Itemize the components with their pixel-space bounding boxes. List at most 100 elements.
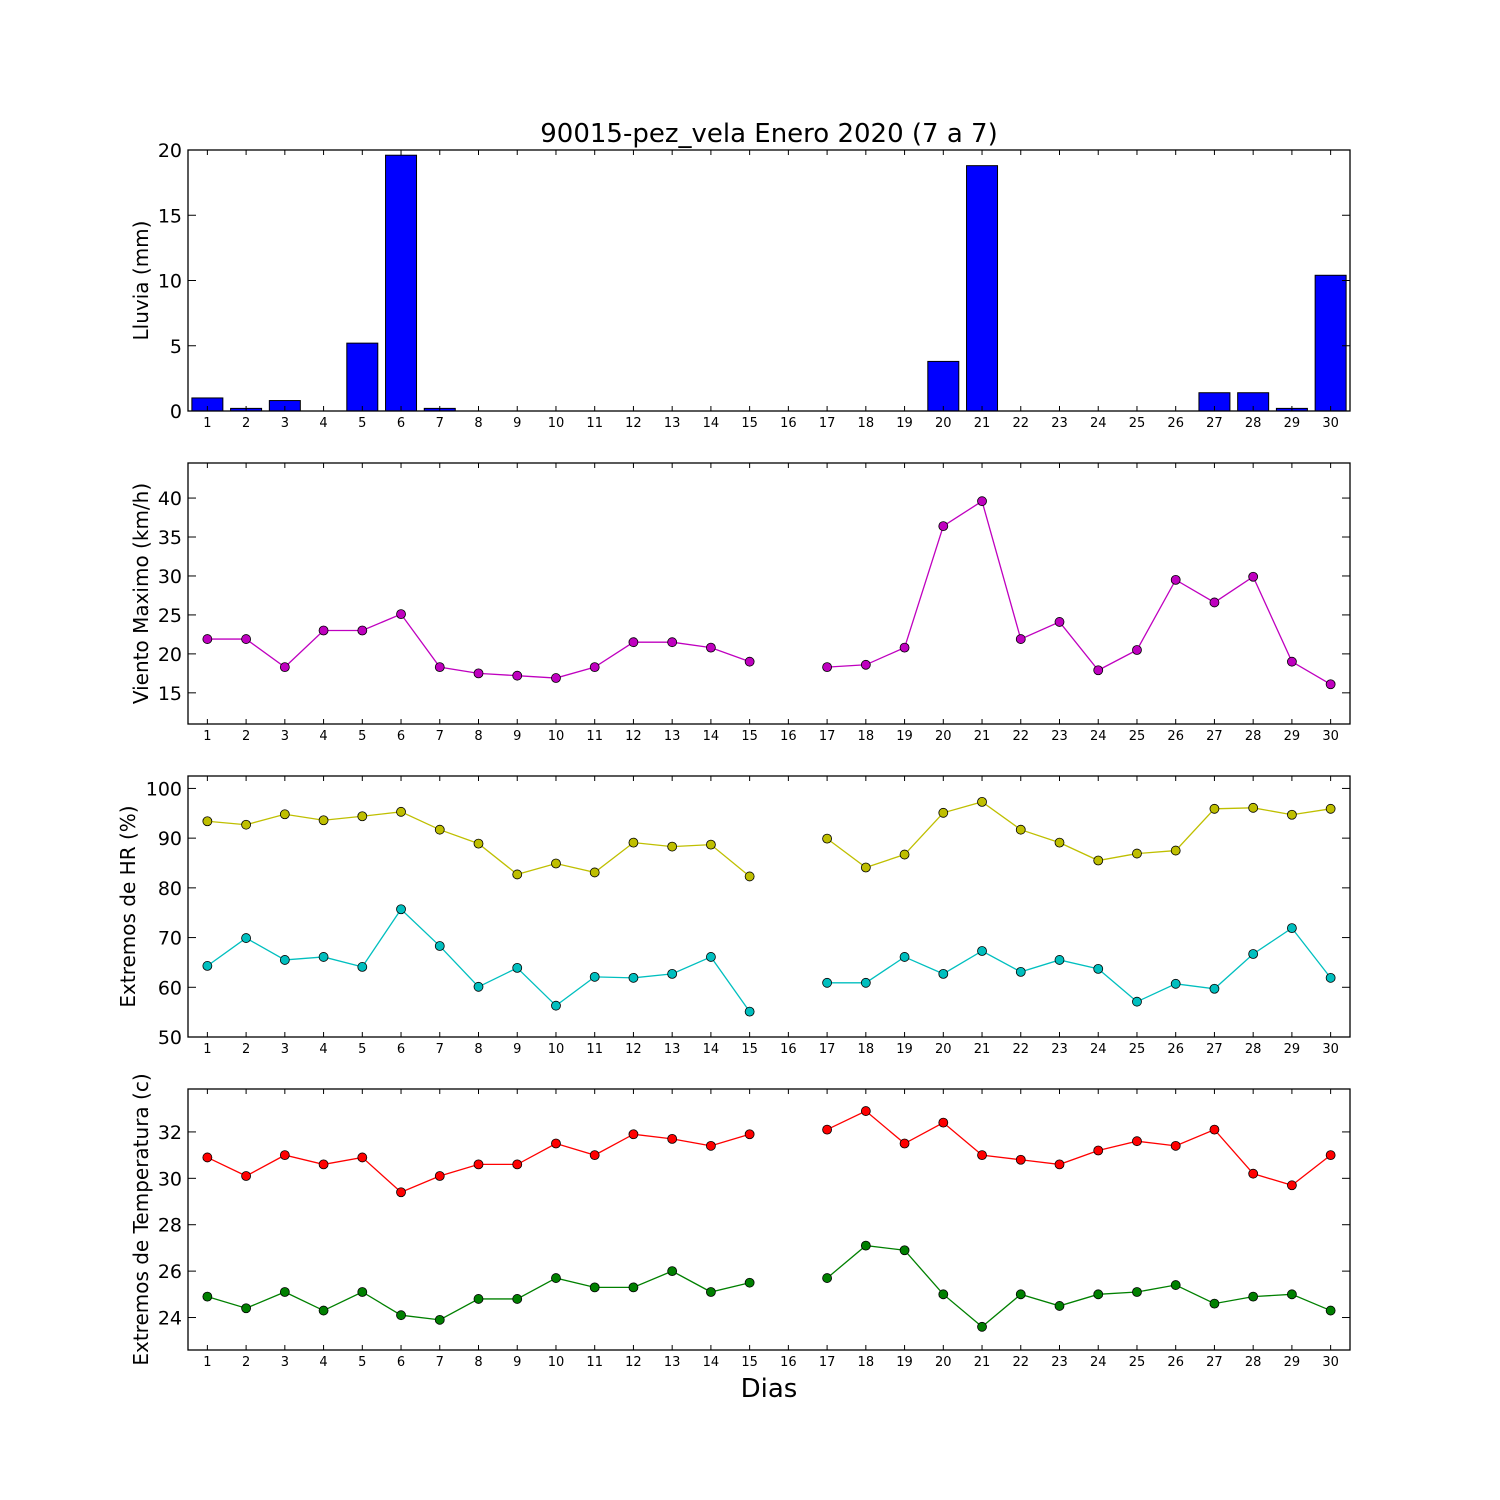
max-wind-series-1-point-27 <box>1209 597 1220 608</box>
chart-panels: 1 2 3 4 5 6 7 8 9 10 11 12 13 14 15 16 17 18 19 20 21 22 23 24 2… <box>116 140 1351 1370</box>
max-wind-series-1-point-7 <box>434 662 445 673</box>
rainfall-xtick-label-26: 26 <box>1167 416 1184 431</box>
temperature-xtick-label-8: 8 <box>474 1355 482 1370</box>
rainfall-bar-30 <box>1314 274 1347 411</box>
max-wind-series-1-point-24 <box>1093 665 1104 676</box>
temperature-series-2-point-23 <box>1054 1301 1065 1311</box>
temperature-series-2-point-26 <box>1170 1280 1181 1290</box>
temperature-series-2-point-15 <box>744 1277 755 1288</box>
max-wind-series-1-point-29 <box>1287 656 1297 667</box>
humidity-series-2-point-14 <box>706 952 716 962</box>
humidity-series-1-point-5 <box>357 811 368 822</box>
humidity-xtick-label-7: 7 <box>436 1042 444 1057</box>
max-wind-series-1-point-6 <box>396 609 406 620</box>
max-wind-xtick-label-29: 29 <box>1284 729 1301 744</box>
humidity-ytick-label-60: 60 <box>158 977 182 999</box>
humidity-series-2-point-30 <box>1325 972 1336 983</box>
rainfall-xtick-label-29: 29 <box>1284 416 1301 431</box>
humidity-xtick-label-2: 2 <box>242 1042 250 1057</box>
max-wind-series-1-point-17 <box>822 662 832 673</box>
temperature-frame <box>187 1088 1351 1351</box>
humidity-series-1-point-26 <box>1170 845 1181 856</box>
temperature-series-2-point-7 <box>434 1314 445 1325</box>
temperature-xtick-label-4: 4 <box>319 1355 327 1370</box>
max-wind-xtick-label-4: 4 <box>319 729 327 744</box>
temperature-series-1-point-18 <box>860 1106 871 1116</box>
humidity-xtick-label-24: 24 <box>1090 1042 1107 1057</box>
temperature-series-1-point-9 <box>512 1159 523 1170</box>
rainfall-ytick-label-5: 5 <box>170 336 182 358</box>
temperature-series-2-point-25 <box>1132 1287 1142 1297</box>
humidity-series-2-point-19 <box>899 952 910 962</box>
temperature-series-1-point-17 <box>822 1124 832 1135</box>
max-wind-xtick-label-23: 23 <box>1051 729 1068 744</box>
rainfall-xtick-label-20: 20 <box>935 416 952 431</box>
rainfall-xtick-label-27: 27 <box>1206 416 1223 431</box>
temperature-xtick-label-7: 7 <box>436 1355 444 1370</box>
humidity-xtick-label-5: 5 <box>358 1042 366 1057</box>
temperature-series-2-point-20 <box>938 1289 949 1300</box>
temperature-xtick-label-21: 21 <box>974 1355 991 1370</box>
humidity-xtick-label-16: 16 <box>780 1042 797 1057</box>
humidity-xtick-label-18: 18 <box>858 1042 875 1057</box>
temperature-xtick-label-30: 30 <box>1322 1355 1339 1370</box>
humidity-xtick-label-25: 25 <box>1129 1042 1146 1057</box>
humidity-series-1-point-19 <box>899 849 910 860</box>
rainfall-xtick-label-18: 18 <box>858 416 875 431</box>
humidity-series-1-point-23 <box>1054 837 1065 848</box>
temperature-ytick-label-26: 26 <box>158 1261 182 1283</box>
max-wind-series-1-point-11 <box>589 662 600 673</box>
max-wind-ytick-label-40: 40 <box>158 488 182 510</box>
temperature-xtick-label-19: 19 <box>896 1355 913 1370</box>
humidity-series-2-point-6 <box>396 904 406 915</box>
temperature-series-2-point-2 <box>241 1303 252 1314</box>
humidity-series-2-point-10 <box>551 1000 561 1011</box>
temperature-xtick-label-2: 2 <box>242 1355 250 1370</box>
humidity-series-1-point-7 <box>434 824 445 835</box>
temperature-series-1-point-7 <box>434 1171 445 1181</box>
max-wind-ytick-label-30: 30 <box>158 566 182 588</box>
rainfall-xtick-label-13: 13 <box>664 416 681 431</box>
temperature-series-1-point-30 <box>1325 1150 1336 1161</box>
max-wind-xtick-label-19: 19 <box>896 729 913 744</box>
rainfall-bar-28 <box>1237 392 1270 411</box>
max-wind-series-1-line <box>827 500 1331 685</box>
humidity-series-1-point-11 <box>589 867 600 878</box>
temperature-series-2-point-22 <box>1015 1289 1026 1300</box>
max-wind-xtick-label-10: 10 <box>548 729 565 744</box>
rainfall-xtick-label-15: 15 <box>741 416 758 431</box>
temperature-series-2-line <box>826 1244 1331 1328</box>
temperature-series-2-point-4 <box>318 1305 329 1316</box>
max-wind-series-1-point-8 <box>473 668 484 679</box>
temperature-series-1-point-22 <box>1015 1154 1026 1165</box>
rainfall-xtick-label-30: 30 <box>1322 416 1339 431</box>
humidity-series-2-point-5 <box>357 962 368 972</box>
rainfall-xtick-label-16: 16 <box>780 416 797 431</box>
rainfall-xtick-label-6: 6 <box>397 416 405 431</box>
humidity-xtick-label-15: 15 <box>741 1042 758 1057</box>
humidity-series-1-point-24 <box>1093 855 1104 866</box>
temperature-xtick-label-23: 23 <box>1051 1355 1068 1370</box>
humidity-xtick-label-4: 4 <box>319 1042 327 1057</box>
humidity-xtick-label-27: 27 <box>1206 1042 1223 1057</box>
humidity-series-1-point-18 <box>860 862 871 873</box>
panel-temperature: 1 2 3 4 5 6 7 8 9 10 11 12 13 14 15 16 17 18 19 20 21 22 23 24 2… <box>129 1073 1351 1370</box>
max-wind-xtick-label-2: 2 <box>242 729 250 744</box>
max-wind-series-1-point-30 <box>1325 679 1336 690</box>
temperature-ytick-label-30: 30 <box>158 1168 182 1190</box>
rainfall-xtick-label-1: 1 <box>203 416 211 431</box>
humidity-series-2-point-4 <box>318 952 329 962</box>
rainfall-xtick-label-9: 9 <box>513 416 521 431</box>
humidity-series-2-point-28 <box>1248 949 1259 959</box>
temperature-series-1-point-15 <box>744 1129 755 1140</box>
humidity-xtick-label-3: 3 <box>281 1042 289 1057</box>
temperature-series-2-point-11 <box>589 1282 600 1293</box>
temperature-xtick-label-26: 26 <box>1167 1355 1184 1370</box>
max-wind-xtick-label-24: 24 <box>1090 729 1107 744</box>
rainfall-ytick-label-10: 10 <box>158 271 182 293</box>
max-wind-ytick-label-15: 15 <box>158 683 182 705</box>
max-wind-xtick-label-11: 11 <box>586 729 603 744</box>
max-wind-xtick-label-20: 20 <box>935 729 952 744</box>
